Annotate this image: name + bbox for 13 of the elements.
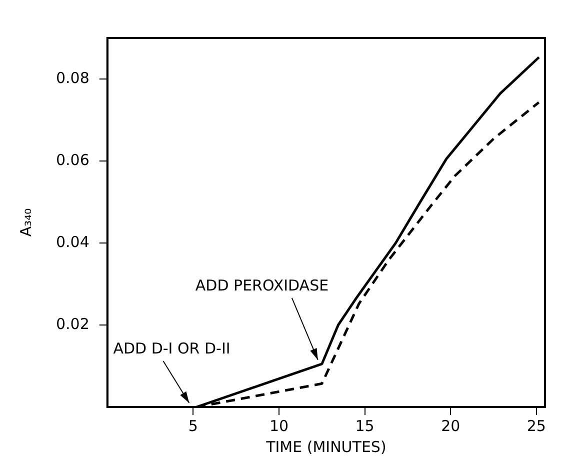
x-tick-label: 5 bbox=[188, 416, 198, 435]
y-tick-label: 0.02 bbox=[56, 314, 90, 333]
x-tick-label: 10 bbox=[269, 416, 289, 435]
annotation: ADD PEROXIDASE bbox=[195, 276, 329, 294]
y-axis-title: A₃₄₀ bbox=[16, 208, 35, 237]
x-tick-label: 15 bbox=[355, 416, 374, 435]
y-tick-label: 0.04 bbox=[56, 232, 90, 251]
y-tick-label: 0.08 bbox=[56, 68, 90, 87]
x-tick-label: 20 bbox=[441, 416, 460, 435]
y-tick-label: 0.06 bbox=[56, 150, 90, 169]
x-axis-title: TIME (MINUTES) bbox=[265, 438, 386, 456]
x-tick-label: 25 bbox=[526, 416, 546, 435]
annotation: ADD D-I OR D-II bbox=[113, 339, 230, 358]
